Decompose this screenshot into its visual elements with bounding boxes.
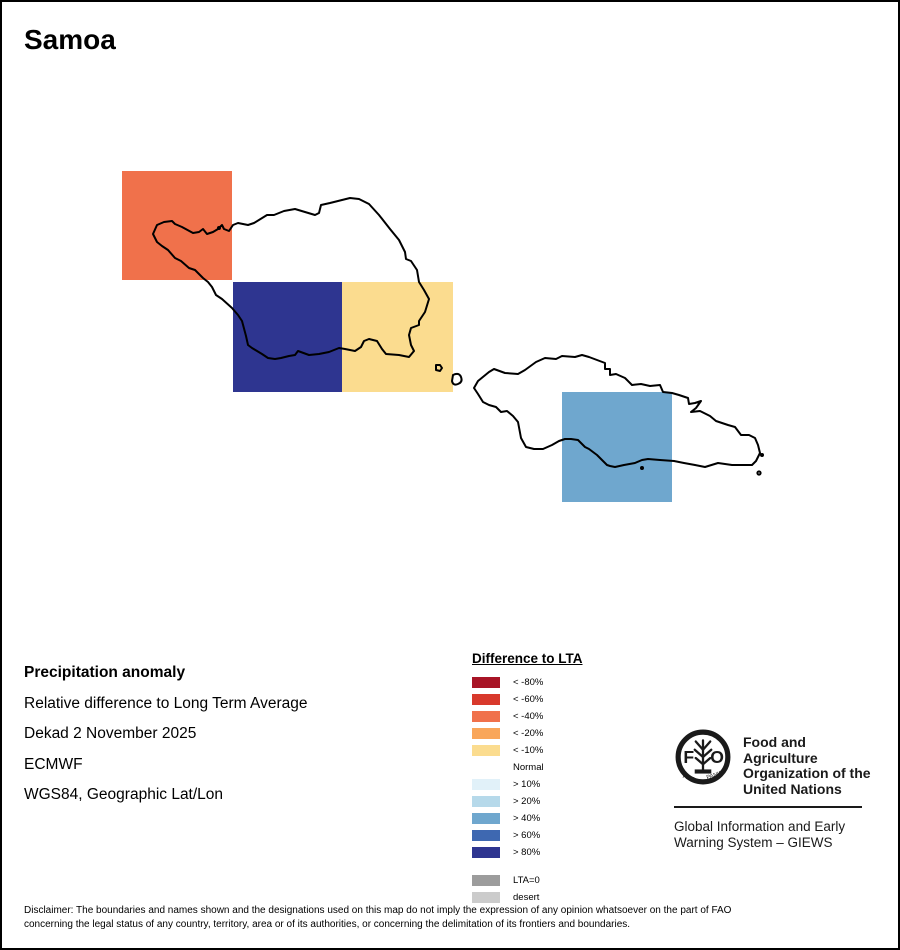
legend-swatch xyxy=(472,830,500,841)
fao-org-name: Food and Agriculture Organization of the… xyxy=(743,728,884,797)
legend-swatch xyxy=(472,813,500,824)
legend-row: < -40% xyxy=(472,708,583,725)
legend-swatch xyxy=(472,762,500,773)
upolu-coastline xyxy=(473,354,761,468)
legend-title: Difference to LTA xyxy=(472,651,583,666)
wheat-ear-icon xyxy=(693,739,713,773)
legend-label: > 20% xyxy=(513,796,541,807)
legend-swatch xyxy=(472,728,500,739)
giews-line: Global Information and Early xyxy=(674,819,846,834)
legend-row: < -10% xyxy=(472,742,583,759)
legend-swatch xyxy=(472,847,500,858)
fao-logo-letter-f: F xyxy=(683,747,694,767)
legend-row-lta0: LTA=0 xyxy=(472,872,583,889)
fao-divider xyxy=(674,806,862,808)
legend-gap xyxy=(472,861,583,872)
fao-org-line: Food and Agriculture xyxy=(743,734,818,766)
legend-row: < -20% xyxy=(472,725,583,742)
legend-swatch xyxy=(472,875,500,886)
legend-swatch xyxy=(472,694,500,705)
savaii-coastline xyxy=(152,197,430,360)
disclaimer-line: Disclaimer: The boundaries and names sho… xyxy=(24,905,732,916)
info-line-dekad: Dekad 2 November 2025 xyxy=(24,725,197,742)
legend-swatch xyxy=(472,779,500,790)
anomaly-cell-savaii-southeast xyxy=(342,282,453,392)
legend-swatch xyxy=(472,677,500,688)
info-line-subtitle: Relative difference to Long Term Average xyxy=(24,694,308,712)
legend-label: < -40% xyxy=(513,711,544,722)
legend-row-desert: desert xyxy=(472,889,583,906)
info-line-source: ECMWF xyxy=(24,755,83,773)
legend-swatch xyxy=(472,745,500,756)
fao-org-line: Organization of the xyxy=(743,765,871,781)
legend-row-normal: Normal xyxy=(472,759,583,776)
fao-giews-block: F O FIAT PANIS Food and Agriculture Orga… xyxy=(674,728,884,850)
legend-swatch xyxy=(472,892,500,903)
islet-dot-4 xyxy=(756,470,762,476)
anomaly-cell-upolu-central xyxy=(562,392,672,502)
fao-logo-letter-o: O xyxy=(710,747,724,767)
fao-logo-ribbon xyxy=(694,769,712,774)
fao-motto-fiat: FIAT xyxy=(682,774,696,784)
apolima-islet xyxy=(451,372,463,386)
legend-row: > 60% xyxy=(472,827,583,844)
map-info-block: Precipitation anomaly Relative differenc… xyxy=(24,658,308,811)
legend-row: < -80% xyxy=(472,674,583,691)
info-heading: Precipitation anomaly xyxy=(24,664,186,681)
page-title: Samoa xyxy=(24,24,116,55)
legend-label: > 80% xyxy=(513,847,541,858)
legend-row: > 40% xyxy=(472,810,583,827)
legend-label: > 10% xyxy=(513,779,541,790)
islet-dot-1 xyxy=(217,226,221,230)
legend-row: > 20% xyxy=(472,793,583,810)
manono-islet xyxy=(435,364,443,372)
islet-dot-2 xyxy=(640,466,644,470)
disclaimer: Disclaimer: The boundaries and names sho… xyxy=(24,904,880,932)
legend-label: < -10% xyxy=(513,745,544,756)
legend-label: LTA=0 xyxy=(513,875,540,886)
legend: Difference to LTA < -80% < -60% < -40% <… xyxy=(472,651,583,906)
anomaly-cell-savaii-south xyxy=(233,282,342,392)
islet-dot-3 xyxy=(760,453,764,457)
giews-line: Warning System – GIEWS xyxy=(674,834,833,850)
info-line-projection: WGS84, Geographic Lat/Lon xyxy=(24,786,224,803)
legend-label: < -60% xyxy=(513,694,544,705)
fao-org-line: United Nations xyxy=(743,780,842,797)
legend-row: > 10% xyxy=(472,776,583,793)
legend-row: > 80% xyxy=(472,844,583,861)
fao-logo-icon: F O FIAT PANIS xyxy=(675,729,731,785)
legend-swatch xyxy=(472,711,500,722)
legend-label: < -80% xyxy=(513,677,544,688)
giews-name: Global Information and Early Warning Sys… xyxy=(674,819,884,850)
legend-label: desert xyxy=(513,892,540,903)
legend-label: > 60% xyxy=(513,830,541,841)
legend-label: < -20% xyxy=(513,728,544,739)
legend-label: Normal xyxy=(513,762,544,773)
legend-swatch xyxy=(472,796,500,807)
legend-label: > 40% xyxy=(513,813,541,824)
fao-motto-panis: PANIS xyxy=(706,770,724,781)
disclaimer-line: concerning the legal status of any count… xyxy=(24,919,631,930)
legend-row: < -60% xyxy=(472,691,583,708)
